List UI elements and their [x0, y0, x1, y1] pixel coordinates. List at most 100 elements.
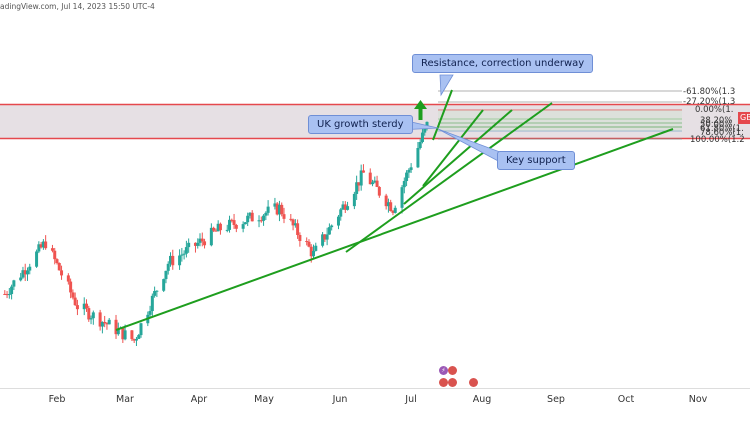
candle-body	[289, 218, 293, 220]
candle-body	[98, 312, 102, 327]
candle-body	[182, 253, 186, 255]
x-tick-label: Oct	[617, 394, 635, 405]
candle-body	[228, 219, 232, 230]
candle-body	[275, 203, 279, 215]
candle-body	[5, 294, 9, 296]
candle-body	[134, 338, 138, 341]
candle-body	[19, 277, 23, 281]
candle-body	[352, 193, 356, 207]
candle-body	[55, 259, 59, 264]
price-badge: GB	[738, 112, 750, 124]
candle-body	[384, 195, 388, 207]
candle-body	[148, 311, 152, 315]
candle-body	[368, 172, 372, 185]
candle-body	[178, 255, 182, 266]
candle-body	[164, 270, 168, 280]
trendline	[403, 109, 513, 205]
candle-body	[355, 182, 359, 194]
x-tick-label: May	[254, 394, 274, 405]
candle-body	[277, 204, 281, 215]
callout-resistance[interactable]: Resistance, correction underway	[412, 54, 594, 73]
candle-body	[373, 180, 377, 183]
candle-body	[262, 215, 266, 221]
fib-fill	[438, 110, 682, 131]
candle-body	[309, 246, 313, 257]
candle-body	[241, 224, 245, 229]
x-tick-label: Aug	[472, 394, 492, 405]
fib-label-m27-2: -27.20%(1.3	[683, 97, 736, 107]
candle-body	[50, 248, 54, 251]
fib-lines-layer	[438, 90, 682, 140]
candle-body	[402, 181, 406, 188]
candle-body	[357, 182, 361, 186]
trendline	[432, 89, 453, 141]
candle-body	[87, 308, 91, 320]
x-tick-label: Jul	[405, 394, 417, 405]
candle-body	[405, 172, 409, 182]
candle-body	[416, 147, 420, 168]
candle-body	[250, 212, 254, 222]
candle-body	[75, 305, 79, 310]
candle-body	[153, 290, 157, 296]
candle-body	[425, 121, 429, 128]
candle-body	[7, 294, 11, 296]
candle-body	[10, 286, 14, 295]
candle-body	[41, 241, 45, 248]
candle-body	[280, 204, 284, 215]
candle-body	[196, 242, 200, 246]
trendline	[345, 102, 553, 253]
candle-body	[198, 238, 202, 243]
candle-body	[12, 280, 16, 287]
candle-body	[325, 234, 329, 240]
candle-body	[21, 270, 25, 278]
candle-body	[166, 263, 170, 271]
candle-body	[361, 170, 365, 173]
candle-body	[66, 275, 70, 282]
candle-body	[407, 169, 411, 173]
candle-body	[214, 230, 218, 232]
candle-body	[391, 210, 395, 213]
event-lightning-icon[interactable]: ⚡	[439, 366, 448, 375]
candle-body	[35, 251, 39, 267]
candle-body	[107, 319, 111, 325]
x-tick-label: Apr	[190, 394, 208, 405]
candle-body	[85, 303, 89, 309]
candle-body	[305, 241, 309, 243]
candle-body	[100, 321, 104, 327]
candle-body	[248, 212, 252, 216]
candle-body	[423, 127, 427, 133]
candle-body	[25, 270, 29, 275]
event-flag-us-icon[interactable]	[448, 378, 457, 387]
event-flag-uk-icon[interactable]	[448, 366, 457, 375]
candle-body	[39, 244, 43, 248]
candle-body	[193, 242, 197, 246]
candle-body	[409, 167, 413, 170]
candle-body	[57, 263, 61, 271]
candle-body	[343, 204, 347, 210]
candle-body	[312, 250, 316, 257]
connector-resistance	[439, 74, 454, 97]
fib-label-38-2: 38.20%	[700, 116, 733, 126]
trendlines-layer	[115, 89, 674, 331]
event-flag-us-icon[interactable]	[469, 378, 478, 387]
candle-body	[346, 206, 350, 210]
candle-body	[105, 323, 109, 325]
candle-body	[69, 281, 73, 293]
callout-key-support[interactable]: Key support	[497, 151, 575, 170]
candle-body	[82, 303, 86, 310]
candle-body	[218, 223, 222, 231]
header-source-text: adingView.com, Jul 14, 2023 15:50 UTC-4	[0, 2, 155, 11]
candle-body	[162, 279, 166, 291]
candle-body	[259, 220, 263, 222]
candle-body	[282, 214, 286, 219]
x-tick-label: Feb	[48, 394, 66, 405]
fib-label-100: 100.00%(1.2	[690, 135, 745, 145]
x-tick-label: Nov	[688, 394, 708, 405]
fib-label-78-6: 78.60%(1.	[700, 128, 744, 138]
candle-body	[184, 247, 188, 254]
candle-body	[418, 141, 422, 148]
callout-uk-growth[interactable]: UK growth sterdy	[308, 115, 413, 134]
event-flag-us-icon[interactable]	[439, 378, 448, 387]
